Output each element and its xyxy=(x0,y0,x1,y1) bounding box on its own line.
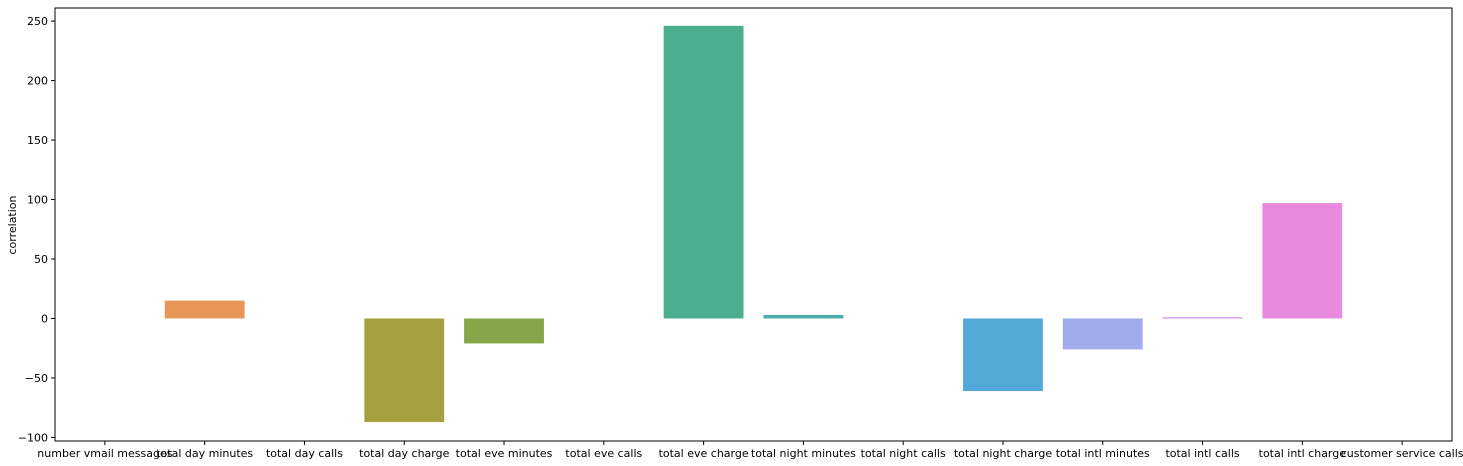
bars-group xyxy=(164,25,1343,422)
bar-4 xyxy=(464,318,544,344)
y-axis: −100 −50 0 50 100 150 200 250 xyxy=(18,15,55,444)
x-tick-label-9: total night charge xyxy=(954,447,1053,460)
x-tick-label-7: total night minutes xyxy=(751,447,856,460)
x-tick-label-4: total eve minutes xyxy=(456,447,553,460)
bar-7 xyxy=(763,314,844,319)
x-tick-label-6: total eve charge xyxy=(659,447,749,460)
bar-9 xyxy=(963,318,1043,392)
bar-1 xyxy=(164,300,245,319)
x-tick-label-12: total intl charge xyxy=(1259,447,1347,460)
y-tick-label-3: 50 xyxy=(34,253,48,266)
bar-3 xyxy=(364,318,445,422)
y-tick-label-2: 0 xyxy=(41,312,48,325)
x-tick-label-10: total intl minutes xyxy=(1056,447,1150,460)
y-tick-label-0: −100 xyxy=(18,431,48,444)
plot-frame xyxy=(54,7,1453,442)
y-tick-label-1: −50 xyxy=(25,372,48,385)
x-tick-label-5: total eve calls xyxy=(565,447,642,460)
bar-11 xyxy=(1162,317,1243,319)
y-tick-label-7: 250 xyxy=(27,15,48,28)
y-tick-label-6: 200 xyxy=(27,75,48,88)
y-tick-label-5: 150 xyxy=(27,134,48,147)
bar-10 xyxy=(1062,318,1143,350)
bar-6 xyxy=(663,25,744,319)
x-tick-label-11: total intl calls xyxy=(1165,447,1239,460)
x-tick-label-13: customer service calls xyxy=(1341,447,1463,460)
y-tick-label-4: 100 xyxy=(27,194,48,207)
y-axis-label: correlation xyxy=(6,195,19,254)
x-tick-label-1: total day minutes xyxy=(156,447,253,460)
x-tick-label-0: number vmail messages xyxy=(37,447,172,460)
x-tick-label-3: total day charge xyxy=(359,447,449,460)
x-tick-label-2: total day calls xyxy=(266,447,343,460)
x-tick-label-8: total night calls xyxy=(861,447,946,460)
bar-12 xyxy=(1262,203,1343,319)
